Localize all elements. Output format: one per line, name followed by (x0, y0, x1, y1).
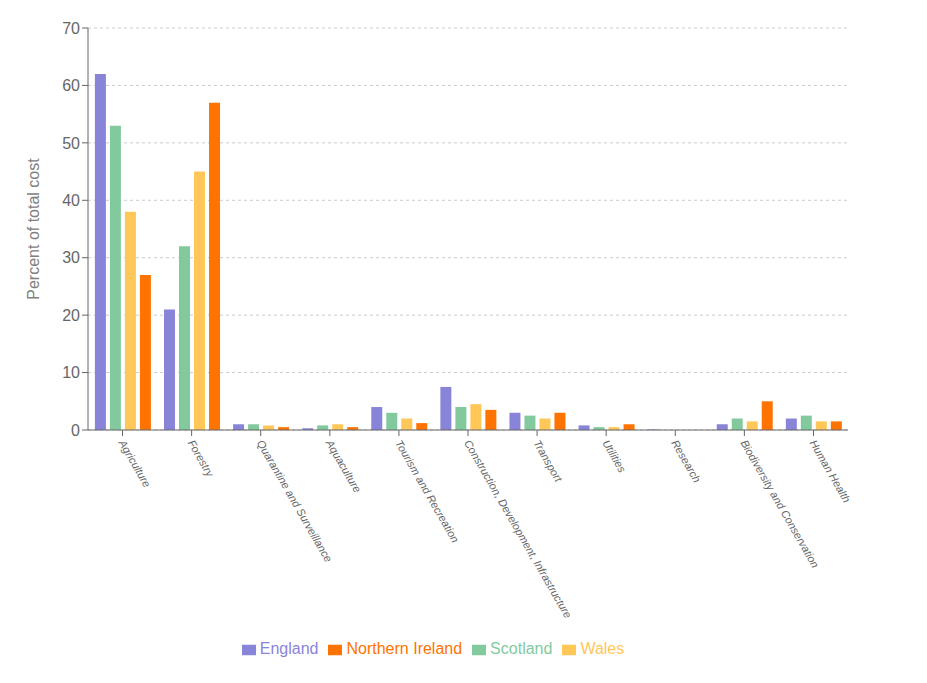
svg-text:Aquaculture: Aquaculture (323, 437, 363, 495)
html-text:England: England (259, 640, 319, 657)
svg-text:Agriculture: Agriculture (116, 437, 153, 489)
svg-text:Transport: Transport (531, 438, 565, 485)
svg-text:Construction, Development, Inf: Construction, Development, Infrastructur… (462, 438, 574, 620)
svg-text:Percent of total cost: Percent of total cost (25, 158, 42, 300)
svg-text:0: 0 (71, 422, 80, 439)
svg-text:Utilities: Utilities (600, 438, 628, 475)
svg-text:60: 60 (62, 77, 80, 94)
svg-text:70: 70 (62, 20, 80, 37)
svg-text:Biodiversity and Conservation: Biodiversity and Conservation (738, 438, 821, 570)
svg-text:30: 30 (62, 249, 80, 266)
svg-text:Quarantine and Surveillance: Quarantine and Surveillance (255, 438, 335, 564)
html-text:Scotland: Scotland (490, 640, 553, 657)
svg-text:40: 40 (62, 192, 80, 209)
svg-text:10: 10 (62, 364, 80, 381)
svg-text:Tourism and Recreation: Tourism and Recreation (393, 438, 462, 545)
html-text:Wales: Wales (580, 640, 625, 657)
svg-text:Research: Research (669, 438, 703, 485)
svg-text:Human Health: Human Health (808, 438, 854, 505)
svg-text:20: 20 (62, 307, 80, 324)
svg-text:Forestry: Forestry (186, 438, 217, 480)
html-text:Northern Ireland: Northern Ireland (346, 640, 463, 657)
svg-text:50: 50 (62, 135, 80, 152)
